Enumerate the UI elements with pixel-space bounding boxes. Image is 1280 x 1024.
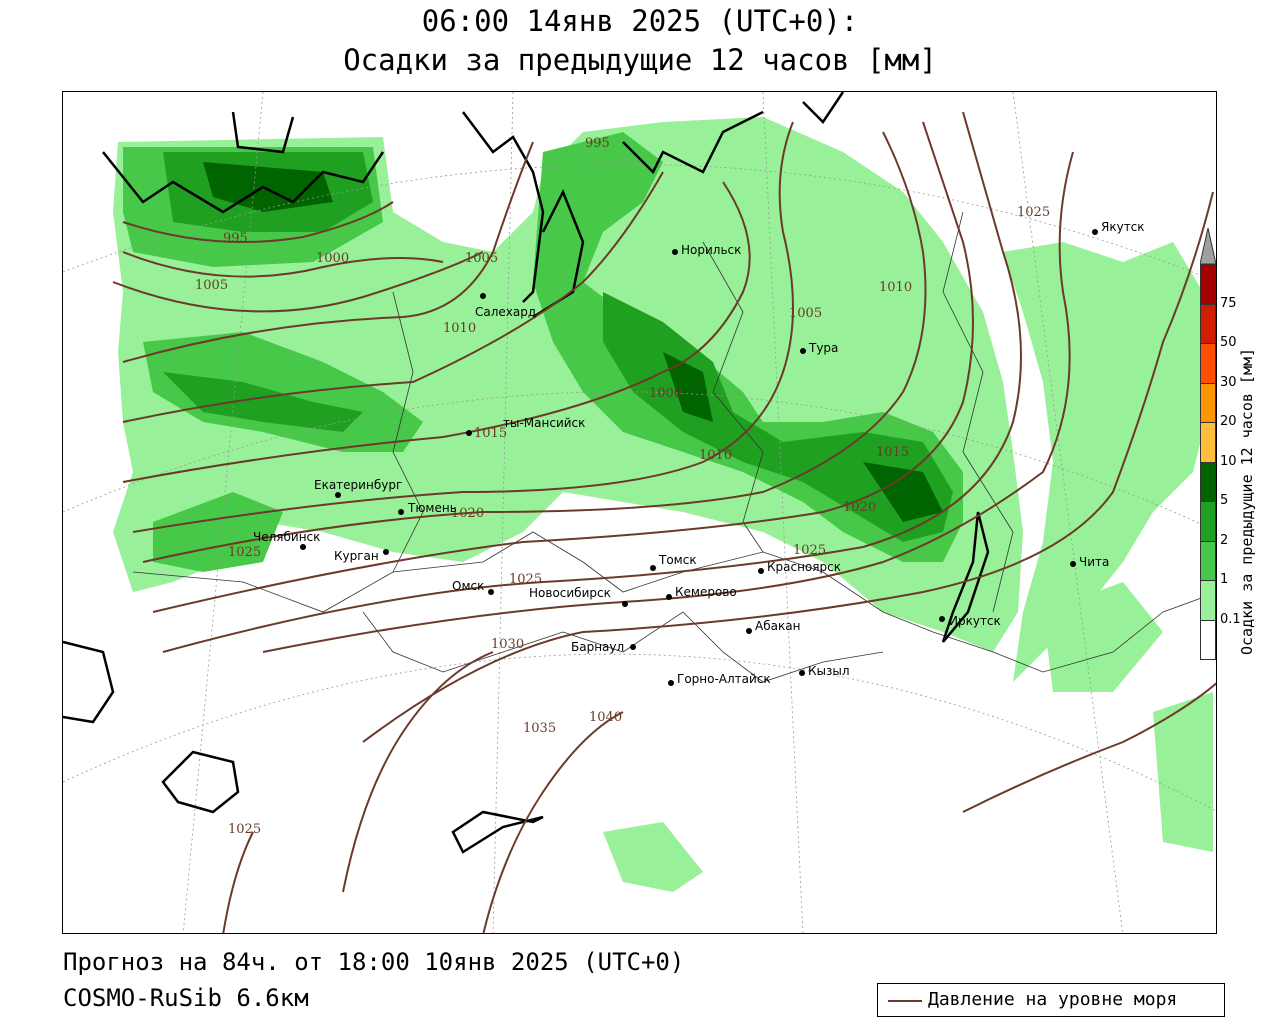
city-omsk: Омск <box>452 579 494 595</box>
isobar-legend-line <box>888 1000 922 1002</box>
city-tyumen: Тюмень <box>398 501 457 515</box>
colorbar-segment <box>1200 501 1216 542</box>
colorbar <box>1200 228 1216 660</box>
isobar-label: 995 <box>223 231 248 246</box>
colorbar-segment <box>1200 343 1216 384</box>
svg-text:Горно-Алтайск: Горно-Алтайск <box>677 672 771 686</box>
svg-text:Курган: Курган <box>334 549 379 563</box>
colorbar-tick-label: 30 <box>1220 374 1237 390</box>
colorbar-tick-label: 2 <box>1220 532 1229 548</box>
isobar-label: 1030 <box>491 637 524 652</box>
city-krasnoyarsk: Красноярск <box>758 560 841 574</box>
svg-text:Якутск: Якутск <box>1101 220 1145 234</box>
colorbar-segment <box>1200 461 1216 502</box>
svg-text:Омск: Омск <box>452 579 484 593</box>
isobar-label: 1025 <box>228 822 261 837</box>
colorbar-tick-label: 20 <box>1220 414 1237 429</box>
svg-text:ты-Мансийск: ты-Мансийск <box>503 416 585 430</box>
svg-text:Тюмень: Тюмень <box>407 501 457 515</box>
city-tomsk: Томск <box>650 553 697 571</box>
weather-map: 995 995 1000 1005 1005 1010 1005 1010 10… <box>62 91 1217 934</box>
city-yakutsk: Якутск <box>1092 220 1145 235</box>
city-tura: Тура <box>800 341 838 355</box>
isobar-label: 1035 <box>523 721 556 736</box>
isobar-label: 1000 <box>316 251 349 266</box>
city-irkutsk: Иркутск <box>939 614 1001 628</box>
city-gorno-altaysk: Горно-Алтайск <box>668 672 771 686</box>
isobar-label: 1025 <box>1017 205 1050 220</box>
city-kyzyl: Кызыл <box>799 664 850 678</box>
isobar-label: 995 <box>585 136 610 151</box>
colorbar-segment <box>1200 382 1216 423</box>
svg-text:Барнаул: Барнаул <box>571 640 624 654</box>
isobars <box>112 111 1216 933</box>
legend: Давление на уровне моря <box>877 983 1225 1017</box>
isobar-label: 1040 <box>589 710 622 725</box>
isobar-label: 1015 <box>876 445 909 460</box>
colorbar-tick-label: 1 <box>1220 572 1229 587</box>
city-chita: Чита <box>1070 555 1109 569</box>
colorbar-tick-label: 50 <box>1220 335 1237 350</box>
colorbar-tick-label: 0.1 <box>1220 611 1241 627</box>
isobar-label: 1000 <box>649 386 682 401</box>
city-barnaul: Барнаул <box>571 640 636 654</box>
model-info: COSMO-RuSib 6.6км <box>63 984 309 1012</box>
admin-borders <box>132 211 1216 683</box>
city-yekaterinburg: Екатеринбург <box>314 478 402 498</box>
svg-text:Иркутск: Иркутск <box>949 614 1001 628</box>
isobar-label: 1010 <box>443 321 476 336</box>
isobar-label: 1025 <box>509 572 542 587</box>
colorbar-segment <box>1200 619 1216 660</box>
svg-text:Красноярск: Красноярск <box>767 560 841 574</box>
city-abakan: Абакан <box>746 619 800 634</box>
svg-text:Челябинск: Челябинск <box>253 530 320 544</box>
svg-text:Новосибирск: Новосибирск <box>529 586 611 600</box>
svg-text:Абакан: Абакан <box>755 619 800 633</box>
forecast-info: Прогноз на 84ч. от 18:00 10янв 2025 (UTC… <box>63 948 685 976</box>
svg-text:Чита: Чита <box>1079 555 1109 569</box>
city-norilsk: Норильск <box>672 243 741 257</box>
colorbar-tick-label: 75 <box>1220 295 1237 311</box>
isobar-label: 1020 <box>451 506 484 521</box>
colorbar-segment <box>1200 264 1216 305</box>
colorbar-title: Осадки за предыдущие 12 часов [мм] <box>1238 347 1256 655</box>
legend-label: Давление на уровне моря <box>928 989 1178 1010</box>
isobar-labels: 995 995 1000 1005 1005 1010 1005 1010 10… <box>195 136 1050 837</box>
isobar-label: 1020 <box>843 500 876 515</box>
city-salekhard: Салехард <box>475 293 536 319</box>
isobar-label: 1025 <box>793 543 826 558</box>
colorbar-tick-label: 5 <box>1220 493 1229 508</box>
svg-text:Тура: Тура <box>808 341 838 355</box>
colorbar-tick-label: 10 <box>1220 453 1237 469</box>
precip-dark <box>203 162 943 522</box>
map-subtitle: Осадки за предыдущие 12 часов [мм] <box>343 43 937 77</box>
svg-text:Салехард: Салехард <box>475 305 536 319</box>
graticule <box>63 92 1216 933</box>
isobar-label: 1010 <box>879 280 912 295</box>
isobar-label: 1025 <box>228 545 261 560</box>
city-kemerovo: Кемерово <box>666 585 737 600</box>
map-title: 06:00 14янв 2025 (UTC+0): <box>421 4 859 38</box>
svg-text:Кемерово: Кемерово <box>675 585 737 599</box>
svg-text:Екатеринбург: Екатеринбург <box>314 478 402 492</box>
isobar-label: 1005 <box>465 251 498 266</box>
colorbar-segment <box>1200 540 1216 581</box>
colorbar-segment <box>1200 422 1216 463</box>
city-novosibirsk: Новосибирск <box>529 586 628 607</box>
coastlines <box>63 92 990 854</box>
svg-text:Томск: Томск <box>658 553 697 567</box>
city-khanty-mansiysk: ты-Мансийск <box>466 416 585 436</box>
isobar-label: 1010 <box>699 448 732 463</box>
city-kurgan: Курган <box>334 549 389 563</box>
isobar-label: 1005 <box>195 278 228 293</box>
colorbar-segment <box>1200 303 1216 344</box>
city-chelyabinsk: Челябинск <box>253 530 320 550</box>
isobar-label: 1005 <box>789 306 822 321</box>
colorbar-segment <box>1200 580 1216 621</box>
isobar-label: 1015 <box>474 426 507 441</box>
svg-text:Норильск: Норильск <box>681 243 741 257</box>
cities: Якутск Норильск Салехард Тура ты-Мансийс… <box>253 220 1145 686</box>
svg-text:Кызыл: Кызыл <box>808 664 850 678</box>
